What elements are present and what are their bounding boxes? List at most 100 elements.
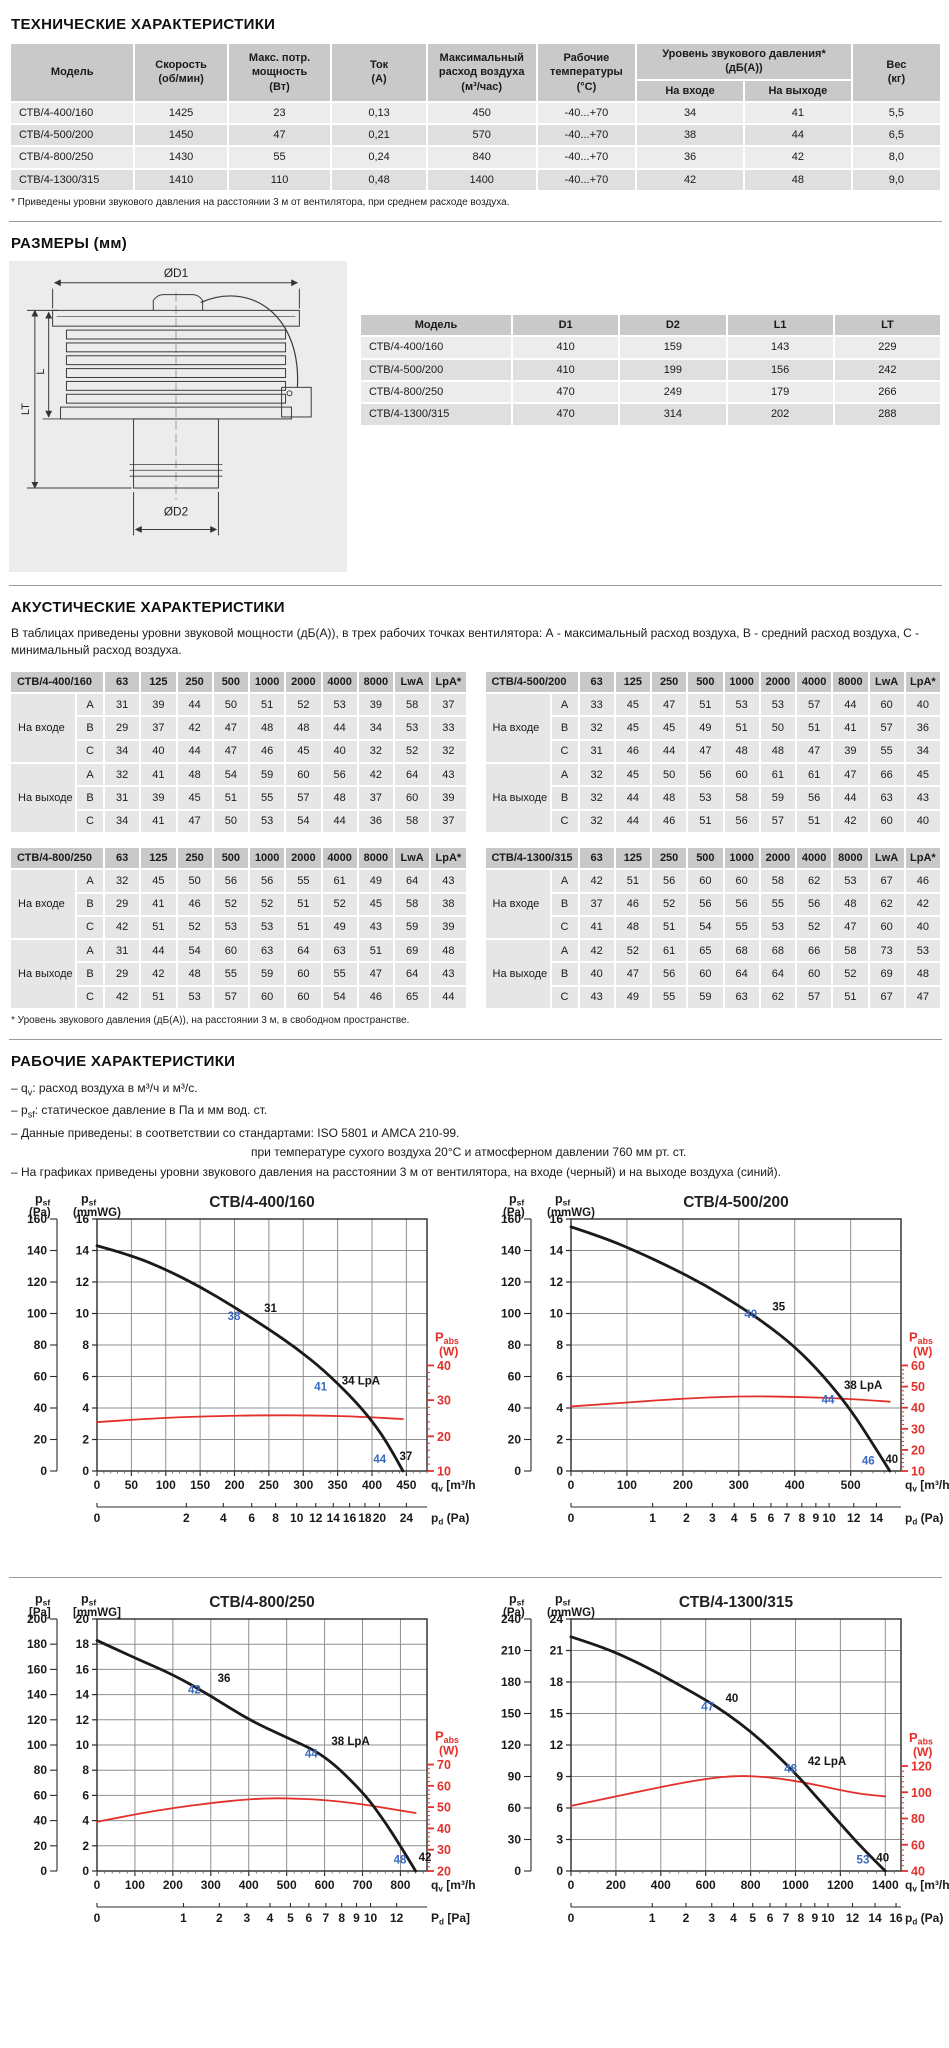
value-cell: 60 (286, 764, 321, 786)
x2-axis-tick: 14 (870, 1511, 884, 1525)
value-cell: 470 (513, 404, 619, 425)
x-axis-tick: 600 (315, 1878, 335, 1892)
y-axis-tick-mmwg: 6 (82, 1370, 89, 1384)
y1-axis-unit: (Pa) (29, 1207, 51, 1219)
acoustic-table-head: СТВ/4-800/250 63 125 250 500 1000 2000 4000 8000… (11, 847, 466, 869)
freq-header: 125 (615, 671, 650, 693)
freq-header: 4000 (322, 847, 357, 869)
y-axis-tick-pa: 0 (40, 1464, 47, 1478)
value-cell: 53 (760, 916, 795, 939)
y-axis-tick-pa: 120 (501, 1275, 521, 1289)
value-cell: 65 (688, 940, 723, 962)
y1-axis-unit: (Pa) (503, 1607, 525, 1619)
value-cell: 53 (688, 787, 723, 809)
value-cell: 66 (797, 940, 832, 962)
row-group-label: На входе (485, 694, 550, 763)
value-cell: 242 (834, 359, 940, 380)
y2-axis-label: psf (555, 1592, 570, 1608)
y-axis-tick-pa: 120 (501, 1738, 521, 1752)
x-axis-unit: qv [m³/h] (431, 1878, 475, 1894)
value-cell: 43 (431, 963, 466, 985)
value-cell: 48 (724, 740, 759, 763)
row-group-label: На входе (11, 694, 75, 763)
value-cell: 44 (322, 810, 357, 832)
value-cell: 41 (833, 717, 868, 739)
dim-label-d2: ØD2 (164, 505, 188, 519)
y2-axis-label: psf (81, 1592, 96, 1608)
curve-point-label: 38 LpA (331, 1736, 369, 1748)
table-row: B 37 46 52 56 56 55 56 48 62 42 (486, 893, 940, 915)
value-cell: 54 (213, 764, 248, 786)
pabs-axis-tick: 40 (911, 1402, 925, 1416)
freq-header: 250 (177, 671, 212, 693)
value-cell: 44 (833, 787, 868, 809)
value-cell: 34 (637, 102, 743, 124)
y-axis-tick-mmwg: 10 (76, 1738, 90, 1752)
value-cell: 46 (615, 740, 650, 763)
note-line: – На графиках приведены уровни звукового… (11, 1164, 781, 1179)
x2-axis-tick: 0 (94, 1911, 101, 1925)
chart-ctb4-800-250: 0 2 4 6 8 10 12 14 16 18 20 0 20 40 60 80 100 120 140 160 18… (9, 1591, 480, 1964)
point-label: B (551, 963, 578, 985)
table-row: На выходе A 42 52 61 65 68 68 66 58 73 53 (485, 940, 940, 1009)
col-header: D2 (620, 315, 726, 336)
value-cell: 39 (833, 740, 868, 763)
value-cell: 41 (579, 916, 614, 939)
value-cell: 55 (869, 740, 904, 763)
curve-point-label: 48 (394, 1855, 407, 1867)
section-dimensions: РАЗМЕРЫ (мм) (9, 235, 942, 573)
value-cell: 39 (431, 787, 466, 809)
value-cell: 1425 (135, 102, 227, 124)
value-cell: 68 (760, 940, 795, 962)
point-label: B (551, 787, 578, 809)
freq-header: LwA (869, 671, 904, 693)
x2-axis-tick: 18 (358, 1511, 372, 1525)
value-cell: 51 (724, 717, 759, 739)
x2-axis-tick: 5 (749, 1911, 756, 1925)
y-axis-tick-pa: 90 (508, 1770, 522, 1784)
value-cell: 56 (688, 893, 723, 915)
table-row: На входе A 32 45 50 56 56 55 61 49 64 43 (11, 870, 466, 939)
freq-header: LpA* (431, 847, 466, 869)
value-cell: 67 (869, 870, 904, 892)
x2-axis-tick: 4 (730, 1911, 737, 1925)
acoustic-table-body: На входе A 42 51 56 60 60 58 62 53 67 46 B 37 46 52 56 56… (485, 870, 940, 1009)
point-label: A (551, 694, 578, 716)
value-cell: 63 (724, 986, 759, 1009)
value-cell: 43 (579, 986, 614, 1009)
x-axis-tick: 300 (729, 1478, 749, 1492)
value-cell: 56 (724, 893, 759, 915)
freq-header: LwA (395, 671, 430, 693)
value-cell: 51 (615, 870, 650, 892)
value-cell: 47 (652, 694, 687, 716)
table-row: B 32 45 45 49 51 50 51 41 57 36 (486, 717, 940, 739)
value-cell: 56 (797, 787, 832, 809)
pabs-axis-tick: 40 (911, 1865, 925, 1879)
model-cell: СТВ/4-500/200 (361, 359, 511, 380)
acoustic-model-header: СТВ/4-1300/315 (485, 847, 578, 869)
value-cell: 45 (358, 893, 393, 915)
value-cell: 53 (213, 916, 248, 939)
section-title-technical: ТЕХНИЧЕСКИЕ ХАРАКТЕРИСТИКИ (11, 16, 276, 33)
x-axis-tick: 450 (396, 1478, 416, 1492)
x2-axis-tick: 6 (768, 1511, 775, 1525)
x-axis-tick: 1000 (782, 1878, 809, 1892)
value-cell: 65 (395, 986, 430, 1009)
value-cell: 47 (797, 740, 832, 763)
acoustic-tables: СТВ/4-400/160 63 125 250 500 1000 2000 4000 8000… (9, 670, 942, 1010)
y-axis-tick-pa: 40 (508, 1401, 522, 1415)
x2-axis-tick: 14 (868, 1911, 882, 1925)
value-cell: 49 (615, 986, 650, 1009)
value-cell: 410 (513, 337, 619, 358)
y2-axis-unit: (mmWG) (547, 1607, 595, 1619)
value-cell: 51 (797, 717, 832, 739)
freq-header: 125 (141, 847, 176, 869)
value-cell: 0,48 (332, 169, 426, 191)
value-cell: 156 (727, 359, 833, 380)
y1-axis-label: psf (509, 1192, 524, 1208)
value-cell: 62 (797, 870, 832, 892)
col-header-airflow: Максимальный расход воздуха (м³/час) (427, 44, 536, 101)
value-cell: 38 (431, 893, 466, 915)
point-label: A (551, 764, 578, 786)
